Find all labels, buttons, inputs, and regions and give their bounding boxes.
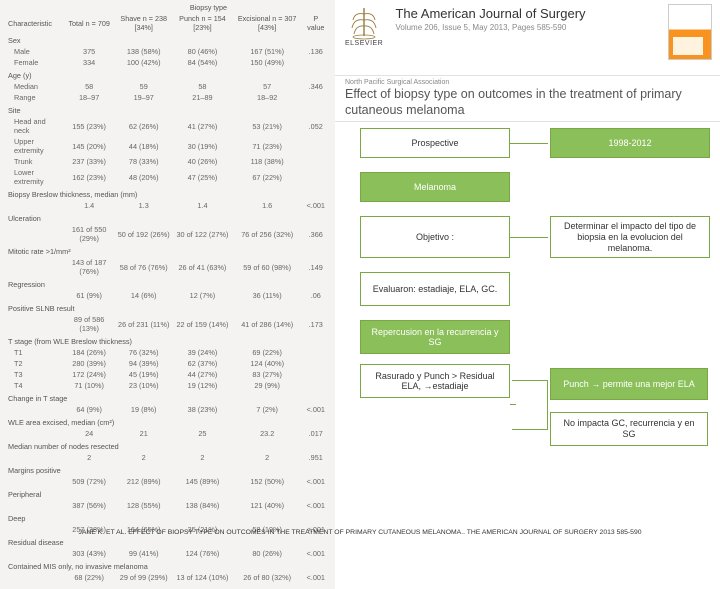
summary-flowchart: Prospective 1998-2012 Melanoma Objetivo …: [360, 128, 710, 398]
table-section: Deep: [6, 511, 329, 524]
flow-row-1: Prospective 1998-2012: [360, 128, 710, 158]
elsevier-label: ELSEVIER: [345, 40, 383, 47]
journal-title: The American Journal of Surgery: [395, 6, 585, 21]
box-prospective: Prospective: [360, 128, 510, 158]
box-objetivo-detail: Determinar el impacto del tipo de biopsi…: [550, 216, 710, 258]
table-section: Residual disease: [6, 535, 329, 548]
table-row: 89 of 586 (13%)26 of 231 (11%)22 of 159 …: [6, 314, 329, 334]
table-section: Regression: [6, 277, 329, 290]
article-title-band: North Pacific Surgical Association Effec…: [335, 75, 720, 122]
table-row: 303 (43%)99 (41%)124 (76%)80 (26%)<.001: [6, 548, 329, 559]
box-objetivo: Objetivo :: [360, 216, 510, 258]
table-header-row: Characteristic Total n = 709 Shave n = 2…: [6, 13, 329, 33]
table-row: Upper extremity145 (20%)44 (18%)30 (19%)…: [6, 136, 329, 156]
flow-row-4: Evaluaron: estadiaje, ELA, GC.: [360, 272, 710, 306]
table-row: 24212523.2.017: [6, 428, 329, 439]
box-repercusion: Repercusion en la recurrencia y SG: [360, 320, 510, 354]
table-row: 2222.951: [6, 452, 329, 463]
table-section: Age (y): [6, 68, 329, 81]
table-section: Margins positive: [6, 463, 329, 476]
box-no-impacta: No impacta GC, recurrencia y en SG: [550, 412, 708, 446]
table-row: Male375138 (58%)80 (46%)167 (51%).136: [6, 46, 329, 57]
table-supheader: Biopsy type: [114, 2, 302, 13]
box-years: 1998-2012: [550, 128, 710, 158]
connector: [510, 143, 548, 144]
article-title: Effect of biopsy type on outcomes in the…: [345, 87, 710, 118]
table-row: Trunk237 (33%)78 (33%)40 (26%)118 (38%): [6, 156, 329, 167]
table-section: Sex: [6, 33, 329, 46]
table-section: Change in T stage: [6, 391, 329, 404]
citation-line: JANE K. ET AL. EFFECT OF BIOPSY TYPE ON …: [0, 529, 720, 536]
table-row: T471 (10%)23 (10%)19 (12%)29 (9%): [6, 380, 329, 391]
table-row: 61 (9%)14 (6%)12 (7%)36 (11%).06: [6, 290, 329, 301]
biopsy-data-table: Biopsy type Characteristic Total n = 709…: [0, 0, 335, 589]
table-section: Positive SLNB result: [6, 301, 329, 314]
journal-issue: Volume 206, Issue 5, May 2013, Pages 585…: [395, 23, 585, 32]
table-section: Ulceration: [6, 211, 329, 224]
elsevier-logo: ELSEVIER: [345, 6, 383, 47]
table-row: 1.41.31.41.6<.001: [6, 200, 329, 211]
journal-cover-thumb: [668, 4, 712, 60]
flow-row-5: Repercusion en la recurrencia y SG: [360, 320, 710, 354]
table-row: T3172 (24%)45 (19%)44 (27%)83 (27%): [6, 369, 329, 380]
bracket-stem: [510, 404, 516, 405]
table-row: 509 (72%)212 (89%)145 (89%)152 (50%)<.00…: [6, 476, 329, 487]
journal-header: ELSEVIER The American Journal of Surgery…: [335, 0, 720, 75]
table-row: 143 of 187 (76%)58 of 76 (76%)26 of 41 (…: [6, 257, 329, 277]
table-row: 68 (22%)29 of 99 (29%)13 of 124 (10%)26 …: [6, 572, 329, 583]
table-section: T stage (from WLE Breslow thickness): [6, 334, 329, 347]
table-row: 64 (9%)19 (8%)38 (23%)7 (2%)<.001: [6, 404, 329, 415]
table-row: Lower extremity162 (23%)48 (20%)47 (25%)…: [6, 167, 329, 187]
flow-row-3: Objetivo : Determinar el impacto del tip…: [360, 216, 710, 258]
tree-icon: [349, 6, 379, 40]
connector: [510, 237, 548, 238]
table-row: Head and neck155 (23%)62 (26%)41 (27%)53…: [6, 116, 329, 136]
table-section: Contained MIS only, no invasive melanoma: [6, 559, 329, 572]
association-label: North Pacific Surgical Association: [345, 79, 710, 86]
table-section: Median number of nodes resected: [6, 439, 329, 452]
table-section: Mitotic rate >1/mm²: [6, 244, 329, 257]
table-section: Site: [6, 103, 329, 116]
table-row: T2280 (39%)94 (39%)62 (37%)124 (40%): [6, 358, 329, 369]
bracket-connector: [512, 380, 548, 430]
table-row: Median58595857.346: [6, 81, 329, 92]
box-punch-ela: Punch → permite una mejor ELA: [550, 368, 708, 400]
table-row: Range18–9719–9721–8918–92: [6, 92, 329, 103]
table-row: 161 of 550 (29%)50 of 192 (26%)30 of 122…: [6, 224, 329, 244]
table-section: Biopsy Breslow thickness, median (mm): [6, 187, 329, 200]
box-melanoma: Melanoma: [360, 172, 510, 202]
table-section: Peripheral: [6, 487, 329, 500]
table-row: Female334100 (42%)84 (54%)150 (49%): [6, 57, 329, 68]
flow-row-2: Melanoma: [360, 172, 710, 202]
box-evaluaron: Evaluaron: estadiaje, ELA, GC.: [360, 272, 510, 306]
table-section: WLE area excised, median (cm²): [6, 415, 329, 428]
table-row: T1184 (26%)76 (32%)39 (24%)69 (22%): [6, 347, 329, 358]
table-row: 387 (56%)128 (55%)138 (84%)121 (40%)<.00…: [6, 500, 329, 511]
box-rasurado: Rasurado y Punch > Residual ELA, →estadi…: [360, 364, 510, 398]
